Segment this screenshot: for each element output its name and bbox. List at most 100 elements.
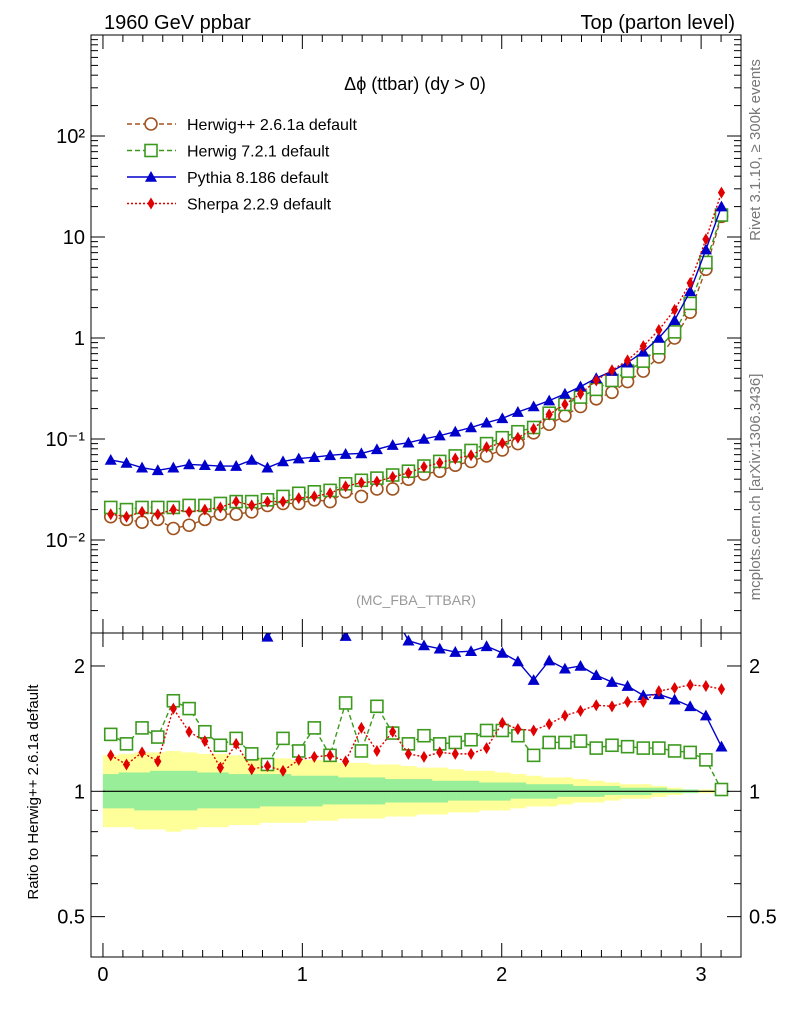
data-point: [652, 340, 666, 355]
ratio-point: [214, 587, 226, 598]
band-bin: [604, 785, 621, 795]
ratio-point: [683, 745, 697, 760]
ratio-point: [545, 718, 553, 731]
analysis-id: (MC_FBA_TTBAR): [356, 592, 476, 608]
data-point: [636, 354, 651, 368]
data-point: [185, 505, 193, 518]
data-point: [574, 380, 587, 392]
ratio-point: [293, 599, 305, 610]
data-point: [417, 432, 430, 444]
ratio-point: [213, 738, 228, 753]
legend-entry: Herwig++ 2.6.1a default: [127, 117, 357, 134]
plot-title: Δϕ (ttbar) (dy > 0): [344, 74, 486, 94]
data-point: [216, 501, 225, 514]
band-bin: [197, 772, 214, 809]
ratio-point: [652, 741, 666, 755]
data-point: [167, 461, 180, 473]
data-point: [310, 490, 318, 503]
data-point: [386, 439, 399, 450]
ratio-point: [417, 728, 431, 743]
ratio-line: [265, 633, 723, 747]
data-point: [561, 398, 569, 411]
data-point: [592, 374, 600, 387]
ratio-point: [667, 744, 682, 758]
ratio-point: [152, 581, 164, 592]
ratio-point: [542, 735, 556, 750]
ratio-point: [449, 646, 462, 657]
ratio-point: [373, 744, 381, 757]
ratio-y-tick-label: 2: [74, 656, 85, 678]
ratio-point: [248, 763, 256, 776]
data-point: [639, 340, 647, 353]
ratio-point: [308, 613, 320, 624]
ratio-point: [514, 723, 522, 736]
ratio-point: [574, 659, 587, 671]
data-point: [263, 495, 272, 508]
data-point: [530, 422, 538, 435]
header-right: Top (parton level): [580, 12, 735, 34]
x-tick-label: 3: [696, 964, 707, 986]
data-point: [482, 441, 491, 454]
ratio-point: [310, 750, 318, 763]
ratio-point: [558, 662, 571, 674]
ratio-point: [199, 564, 211, 575]
ratio-point: [150, 730, 165, 744]
data-point: [699, 243, 712, 255]
data-point: [558, 387, 571, 399]
band-bin: [165, 770, 182, 811]
ratio-point: [417, 639, 430, 651]
data-point: [169, 503, 177, 516]
ratio-point: [684, 700, 697, 712]
data-point: [229, 507, 243, 522]
ratio-point: [201, 735, 209, 748]
data-point: [261, 461, 274, 473]
ratio-point: [370, 699, 384, 714]
ratio-point: [119, 737, 134, 751]
ratio-point: [527, 674, 540, 685]
ratio-point: [277, 613, 289, 624]
data-point: [339, 448, 352, 459]
data-point: [715, 200, 728, 212]
series-herwig-7-2-1-default: [103, 208, 729, 517]
ratio-point: [605, 738, 619, 753]
data-point: [558, 408, 572, 423]
ratio-point: [496, 646, 509, 658]
ratio-y-tick-label-right: 2: [749, 656, 760, 678]
data-point: [717, 186, 726, 199]
ratio-y-axis-label: Ratio to Herwig++ 2.6.1a default: [25, 684, 42, 900]
data-point: [605, 373, 619, 388]
ratio-point: [326, 749, 334, 762]
data-point: [357, 476, 365, 489]
ratio-point: [261, 633, 274, 642]
ratio-point: [655, 685, 663, 698]
ratio-point: [558, 735, 572, 750]
ratio-y-tick-label-right: 1: [749, 781, 760, 803]
ratio-point: [103, 727, 118, 742]
data-point: [201, 503, 209, 516]
data-point: [576, 387, 585, 400]
data-point: [498, 437, 506, 450]
ratio-point: [639, 695, 647, 708]
data-point: [667, 325, 682, 339]
data-point: [402, 436, 415, 448]
band-bin: [510, 782, 527, 799]
data-point: [433, 429, 446, 441]
data-point: [342, 480, 350, 493]
ratio-point: [465, 645, 478, 657]
data-point: [496, 412, 509, 424]
ratio-point: [230, 587, 242, 598]
data-point: [245, 453, 258, 465]
ratio-point: [339, 633, 352, 641]
y-tick-label: 10²: [56, 126, 85, 148]
data-point: [183, 458, 196, 470]
ratio-point: [307, 721, 322, 735]
data-point: [511, 406, 524, 417]
ratio-point: [122, 758, 131, 771]
ratio-point: [433, 642, 446, 654]
ratio-point: [169, 702, 177, 715]
ratio-series-pythia-8-186-default: [152, 564, 728, 752]
ratio-point: [342, 755, 350, 768]
data-point: [292, 452, 305, 464]
data-point: [514, 431, 522, 444]
data-point: [404, 467, 413, 480]
